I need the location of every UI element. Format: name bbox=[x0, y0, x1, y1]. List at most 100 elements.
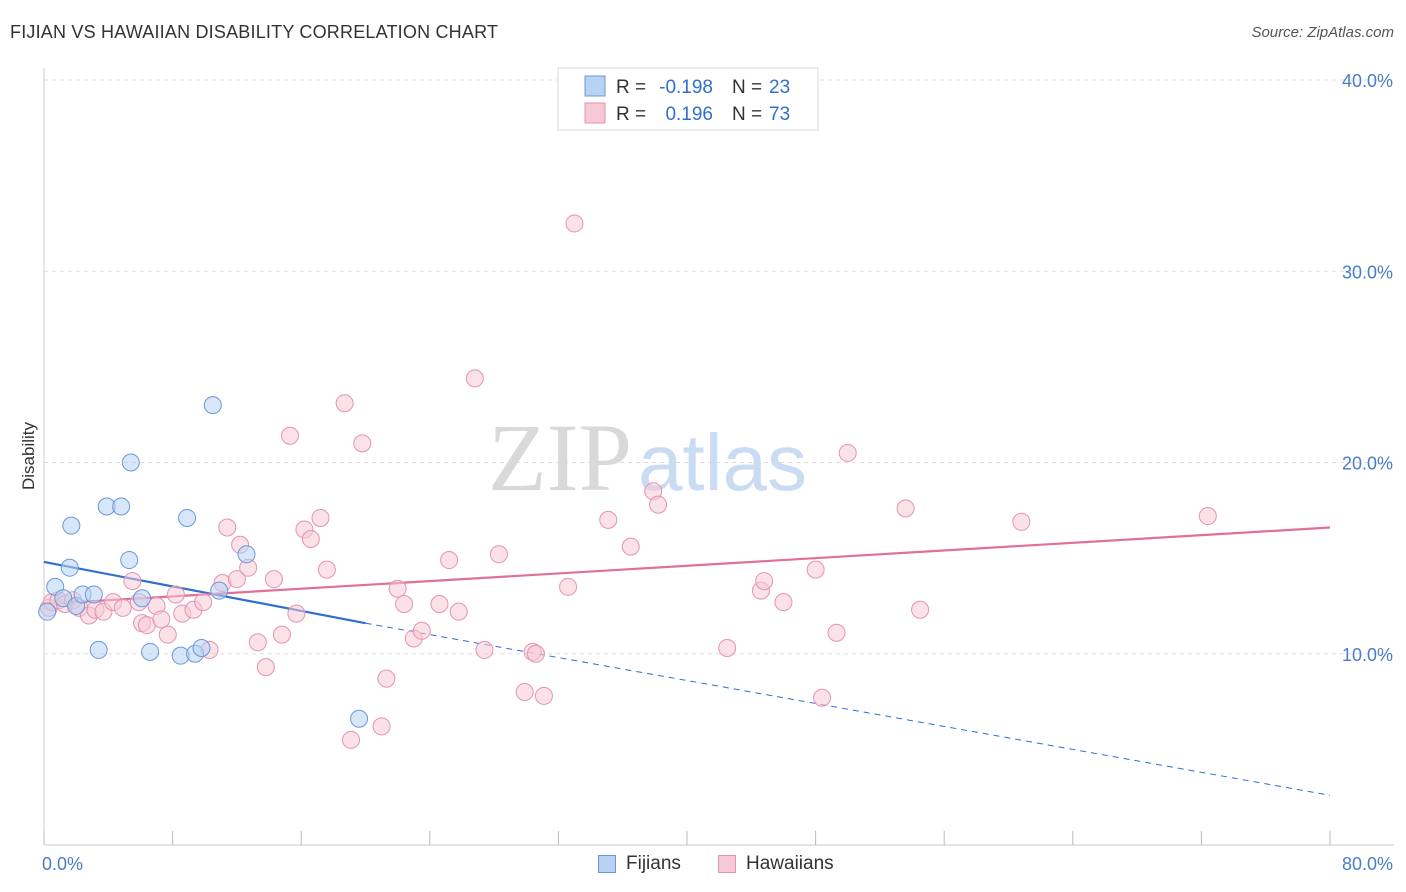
point-hawaiians bbox=[342, 730, 361, 749]
point-hawaiians bbox=[489, 545, 508, 564]
point-hawaiians bbox=[718, 639, 737, 658]
y-tick-label: 10.0% bbox=[1342, 645, 1393, 665]
point-fijians bbox=[120, 551, 139, 570]
point-hawaiians bbox=[301, 530, 320, 548]
point-hawaiians bbox=[412, 621, 431, 640]
point-hawaiians bbox=[264, 570, 283, 589]
legend-item-fijians[interactable]: Fijians bbox=[598, 851, 681, 877]
x-tick-label-max: 80.0% bbox=[1342, 854, 1393, 874]
point-hawaiians bbox=[755, 572, 774, 591]
point-hawaiians bbox=[599, 510, 618, 529]
point-fijians bbox=[237, 545, 256, 564]
trend-line-fijians bbox=[43, 560, 366, 625]
point-hawaiians bbox=[806, 560, 825, 579]
watermark-zip: ZIP bbox=[488, 404, 632, 511]
point-fijians bbox=[60, 558, 79, 577]
legend-item-hawaiians[interactable]: Hawaiians bbox=[718, 851, 834, 877]
point-fijians bbox=[121, 453, 140, 472]
point-fijians bbox=[192, 639, 211, 658]
point-fijians bbox=[133, 589, 152, 608]
y-tick-label: 30.0% bbox=[1342, 262, 1393, 282]
point-hawaiians bbox=[526, 644, 545, 663]
point-hawaiians bbox=[1198, 507, 1217, 526]
legend-r-value-fijians: -0.198 bbox=[659, 77, 713, 98]
tick-labels: 10.0% 20.0% 30.0% 40.0% 0.0% 80.0% bbox=[42, 71, 1393, 874]
point-hawaiians bbox=[113, 598, 132, 617]
point-fijians bbox=[62, 516, 81, 535]
point-hawaiians bbox=[649, 495, 668, 514]
y-tick-label: 20.0% bbox=[1342, 454, 1393, 474]
legend-top: R = -0.198 N = 23 R = 0.196 N = 73 bbox=[557, 67, 819, 131]
point-hawaiians bbox=[475, 640, 494, 659]
point-hawaiians bbox=[449, 602, 468, 621]
point-hawaiians bbox=[565, 214, 584, 233]
watermark: ZIP atlas bbox=[488, 404, 807, 511]
trend-line-hawaiians bbox=[43, 526, 1331, 606]
point-fijians bbox=[203, 396, 222, 415]
legend-swatch-hawaiians bbox=[584, 102, 606, 124]
point-hawaiians bbox=[534, 686, 553, 705]
point-fijians bbox=[38, 602, 57, 621]
y-axis-label: Disability bbox=[19, 421, 38, 490]
legend-r-label-fijians: R = bbox=[616, 77, 646, 98]
point-hawaiians bbox=[395, 595, 414, 614]
point-hawaiians bbox=[335, 394, 354, 413]
axes bbox=[43, 68, 1394, 846]
point-hawaiians bbox=[813, 688, 832, 707]
legend-n-value-hawaiians: 73 bbox=[769, 104, 790, 125]
point-hawaiians bbox=[248, 633, 267, 652]
legend-n-label-hawaiians: N = bbox=[732, 104, 762, 125]
point-hawaiians bbox=[123, 572, 142, 591]
point-hawaiians bbox=[559, 577, 578, 596]
point-hawaiians bbox=[272, 625, 291, 644]
legend-swatch-hawaiians-bottom bbox=[718, 855, 736, 873]
point-hawaiians bbox=[152, 610, 171, 629]
legend-label-hawaiians: Hawaiians bbox=[746, 853, 834, 874]
point-hawaiians bbox=[256, 658, 275, 677]
point-fijians bbox=[112, 497, 131, 516]
point-hawaiians bbox=[774, 593, 793, 612]
point-hawaiians bbox=[1012, 512, 1031, 531]
legend-r-value-hawaiians: 0.196 bbox=[665, 104, 713, 125]
legend-bottom: Fijians Hawaiians bbox=[0, 851, 1406, 877]
point-hawaiians bbox=[515, 683, 534, 701]
point-hawaiians bbox=[621, 537, 640, 556]
trend-line-fijians-extrapolated bbox=[365, 622, 1331, 796]
point-hawaiians bbox=[465, 369, 484, 388]
point-fijians bbox=[178, 508, 197, 527]
point-hawaiians bbox=[430, 595, 449, 614]
trend-lines bbox=[43, 526, 1331, 796]
legend-n-label-fijians: N = bbox=[732, 77, 762, 98]
chart-title: FIJIAN VS HAWAIIAN DISABILITY CORRELATIO… bbox=[10, 22, 499, 42]
point-hawaiians bbox=[311, 508, 330, 527]
data-points bbox=[38, 214, 1217, 749]
legend-r-label-hawaiians: R = bbox=[616, 104, 646, 125]
y-tick-label: 40.0% bbox=[1342, 71, 1393, 91]
legend-swatch-fijians-bottom bbox=[598, 855, 616, 873]
point-hawaiians bbox=[377, 669, 396, 688]
point-hawaiians bbox=[353, 434, 372, 453]
point-hawaiians bbox=[218, 518, 237, 537]
point-hawaiians bbox=[388, 579, 407, 598]
point-hawaiians bbox=[838, 443, 857, 462]
point-hawaiians bbox=[827, 623, 846, 642]
point-hawaiians bbox=[911, 600, 930, 619]
legend-swatch-fijians bbox=[584, 75, 606, 97]
point-hawaiians bbox=[287, 604, 306, 623]
legend-n-value-fijians: 23 bbox=[769, 77, 790, 98]
point-hawaiians bbox=[227, 570, 246, 589]
point-fijians bbox=[141, 642, 160, 661]
x-tick-label-min: 0.0% bbox=[42, 854, 83, 874]
point-hawaiians bbox=[158, 625, 177, 644]
source-label: Source: ZipAtlas.com bbox=[1251, 24, 1394, 41]
point-fijians bbox=[89, 640, 108, 659]
point-hawaiians bbox=[317, 560, 336, 579]
point-fijians bbox=[350, 709, 369, 728]
point-hawaiians bbox=[896, 499, 915, 518]
point-fijians bbox=[210, 581, 229, 600]
point-hawaiians bbox=[440, 551, 459, 570]
point-hawaiians bbox=[280, 426, 299, 445]
point-hawaiians bbox=[194, 593, 213, 612]
legend-label-fijians: Fijians bbox=[626, 853, 681, 874]
